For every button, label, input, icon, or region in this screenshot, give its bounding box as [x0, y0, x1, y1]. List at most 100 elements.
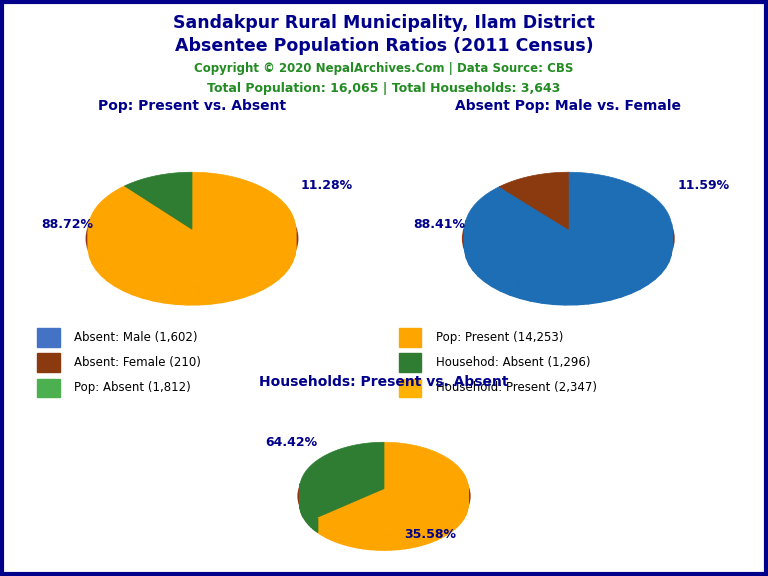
Polygon shape: [303, 502, 305, 520]
Text: 88.41%: 88.41%: [413, 218, 465, 230]
Polygon shape: [640, 266, 648, 289]
Polygon shape: [344, 529, 350, 546]
Polygon shape: [322, 520, 327, 538]
Polygon shape: [405, 532, 412, 549]
Polygon shape: [478, 257, 485, 282]
Polygon shape: [211, 284, 223, 304]
Polygon shape: [499, 172, 568, 229]
Text: Sandakpur Rural Municipality, Ilam District: Sandakpur Rural Municipality, Ilam Distr…: [173, 14, 595, 32]
Polygon shape: [501, 272, 510, 295]
Polygon shape: [473, 252, 478, 276]
Bar: [38, 354, 60, 372]
Text: 64.42%: 64.42%: [265, 436, 317, 449]
Polygon shape: [114, 267, 123, 290]
Polygon shape: [88, 172, 296, 286]
Polygon shape: [253, 271, 263, 294]
Polygon shape: [666, 243, 669, 268]
Polygon shape: [318, 442, 468, 535]
Polygon shape: [418, 529, 424, 546]
Polygon shape: [88, 219, 90, 244]
Text: Absent: Female (210): Absent: Female (210): [74, 356, 201, 369]
Polygon shape: [377, 535, 384, 550]
Text: Pop: Absent (1,812): Pop: Absent (1,812): [74, 381, 191, 394]
Polygon shape: [465, 496, 467, 515]
Polygon shape: [391, 535, 398, 550]
Polygon shape: [441, 520, 446, 538]
Bar: [399, 354, 421, 372]
Ellipse shape: [298, 449, 470, 544]
Polygon shape: [153, 282, 164, 303]
Polygon shape: [600, 281, 611, 302]
Polygon shape: [565, 286, 577, 305]
Polygon shape: [531, 282, 541, 303]
Polygon shape: [370, 535, 377, 550]
Polygon shape: [553, 286, 565, 305]
Text: 35.58%: 35.58%: [405, 528, 456, 541]
Bar: [38, 328, 60, 347]
Title: Households: Present vs. Absent: Households: Present vs. Absent: [260, 375, 508, 389]
Text: Copyright © 2020 NepalArchives.Com | Data Source: CBS: Copyright © 2020 NepalArchives.Com | Dat…: [194, 62, 574, 75]
Bar: [399, 328, 421, 347]
Polygon shape: [465, 220, 466, 245]
Polygon shape: [278, 255, 284, 280]
Polygon shape: [520, 280, 531, 301]
Text: Absent: Male (1,602): Absent: Male (1,602): [74, 331, 198, 344]
Polygon shape: [648, 261, 655, 285]
Polygon shape: [458, 507, 462, 526]
Polygon shape: [485, 263, 492, 286]
Text: Total Population: 16,065 | Total Households: 3,643: Total Population: 16,065 | Total Househo…: [207, 82, 561, 95]
Polygon shape: [300, 442, 384, 517]
Polygon shape: [611, 278, 621, 300]
Polygon shape: [466, 239, 469, 264]
Polygon shape: [187, 286, 199, 305]
Polygon shape: [357, 532, 363, 549]
Polygon shape: [123, 272, 132, 294]
Polygon shape: [310, 510, 311, 527]
Polygon shape: [313, 514, 316, 530]
Polygon shape: [398, 533, 405, 550]
Polygon shape: [164, 284, 176, 304]
Polygon shape: [327, 523, 333, 540]
Polygon shape: [455, 510, 458, 529]
Polygon shape: [295, 230, 296, 256]
Polygon shape: [333, 525, 338, 543]
Polygon shape: [541, 285, 553, 304]
Title: Absent Pop: Male vs. Female: Absent Pop: Male vs. Female: [455, 98, 681, 113]
Text: Househod: Absent (1,296): Househod: Absent (1,296): [435, 356, 590, 369]
Polygon shape: [302, 498, 303, 516]
Polygon shape: [101, 257, 108, 281]
Polygon shape: [132, 276, 142, 298]
Polygon shape: [88, 232, 90, 257]
Text: Household: Present (2,347): Household: Present (2,347): [435, 381, 597, 394]
Polygon shape: [671, 230, 672, 255]
Polygon shape: [655, 255, 660, 279]
Polygon shape: [90, 238, 92, 263]
Polygon shape: [363, 533, 370, 550]
Polygon shape: [621, 275, 631, 297]
Polygon shape: [510, 276, 520, 298]
Polygon shape: [492, 268, 501, 291]
Polygon shape: [462, 503, 464, 522]
Bar: [38, 378, 60, 397]
Polygon shape: [263, 266, 271, 290]
Polygon shape: [233, 279, 244, 300]
Polygon shape: [199, 285, 211, 305]
Polygon shape: [124, 172, 192, 229]
Polygon shape: [92, 245, 96, 270]
Text: 88.72%: 88.72%: [41, 218, 94, 230]
Polygon shape: [588, 283, 600, 304]
Polygon shape: [223, 282, 233, 302]
Polygon shape: [660, 249, 666, 274]
Text: 11.28%: 11.28%: [301, 179, 353, 192]
Polygon shape: [142, 279, 153, 301]
Polygon shape: [412, 531, 418, 548]
Polygon shape: [577, 285, 588, 305]
Polygon shape: [424, 528, 430, 544]
Text: Pop: Present (14,253): Pop: Present (14,253): [435, 331, 563, 344]
Polygon shape: [446, 517, 451, 535]
Polygon shape: [464, 500, 465, 519]
Ellipse shape: [86, 180, 298, 297]
Polygon shape: [284, 249, 289, 274]
Polygon shape: [436, 522, 441, 540]
Text: 11.59%: 11.59%: [677, 179, 730, 192]
